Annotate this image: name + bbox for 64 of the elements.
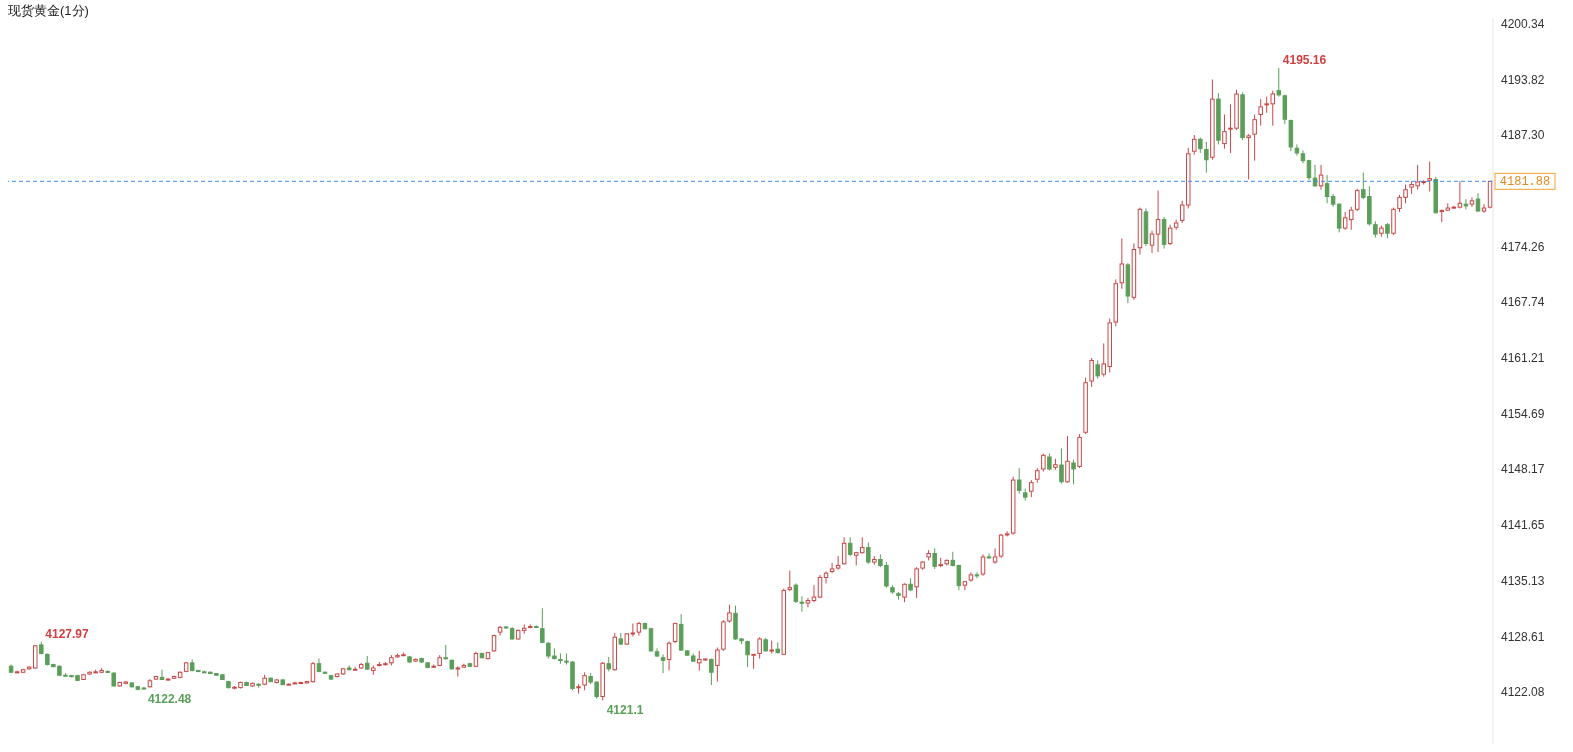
candlestick [980, 553, 986, 577]
candlestick [1258, 98, 1263, 127]
annotation: 4127.97 [45, 626, 89, 641]
candlestick [1252, 114, 1257, 162]
candlestick [1155, 190, 1161, 253]
candlestick [835, 555, 841, 571]
candlestick [1149, 230, 1155, 254]
candlestick [1071, 459, 1076, 485]
y-tick-label: 4161.21 [1501, 351, 1545, 366]
candlestick [558, 652, 563, 665]
candlestick [1065, 435, 1070, 484]
candlestick [1246, 133, 1251, 180]
candlestick [974, 571, 980, 579]
candlestick [817, 574, 823, 599]
annotation: 4121.1 [606, 703, 644, 718]
candlestick [902, 582, 907, 603]
y-tick-label: 4193.82 [1501, 72, 1545, 87]
y-tick-label: 4187.30 [1501, 128, 1545, 143]
annotation: 4122.48 [147, 691, 192, 706]
candlestick [847, 536, 853, 557]
candlestick [1192, 134, 1197, 156]
candlestick [1294, 143, 1300, 157]
candlestick [1475, 192, 1481, 213]
candlestick [745, 640, 750, 668]
candlestick [1204, 141, 1209, 174]
candlestick [1427, 160, 1432, 192]
y-tick-label: 4167.74 [1501, 295, 1545, 310]
candlestick [310, 661, 316, 683]
candlestick [793, 582, 799, 604]
candlestick [787, 570, 793, 592]
y-tick-label: 4154.69 [1501, 406, 1545, 421]
candlestick [799, 595, 805, 613]
candlestick [757, 636, 762, 660]
candlestick [1059, 447, 1064, 484]
candlestick [1119, 237, 1125, 290]
candlestick [829, 562, 835, 574]
y-tick-label: 4148.17 [1501, 462, 1545, 477]
candlestick [159, 669, 165, 681]
candlestick [709, 658, 714, 686]
candlestick [540, 607, 545, 644]
chart-title: 现货黄金(1分) [8, 2, 89, 20]
candlestick [992, 547, 998, 565]
candlestick [660, 653, 666, 674]
y-tick-label: 4200.34 [1501, 16, 1545, 31]
candlestick [805, 597, 811, 608]
candlestick [932, 547, 937, 570]
candlestick [1463, 198, 1469, 210]
candlestick [1222, 114, 1227, 150]
ref-line-label: 4181.88 [1499, 175, 1551, 190]
candlestick [1355, 188, 1360, 212]
candlestick [811, 584, 817, 603]
y-tick-label: 4128.61 [1501, 629, 1545, 644]
candlestick [841, 536, 847, 566]
candlestick [1016, 467, 1022, 495]
y-tick-label: 4135.13 [1501, 573, 1545, 588]
annotation: 4195.16 [1282, 52, 1327, 67]
y-tick-label: 4174.26 [1501, 239, 1545, 254]
y-tick-label: 4122.08 [1501, 685, 1545, 700]
candlestick [1391, 207, 1396, 236]
candlestick [1324, 174, 1330, 204]
candlestick [866, 541, 871, 565]
candlestick [1469, 196, 1475, 208]
y-tick-label: 4141.65 [1501, 518, 1545, 533]
candlestick [1089, 357, 1094, 388]
